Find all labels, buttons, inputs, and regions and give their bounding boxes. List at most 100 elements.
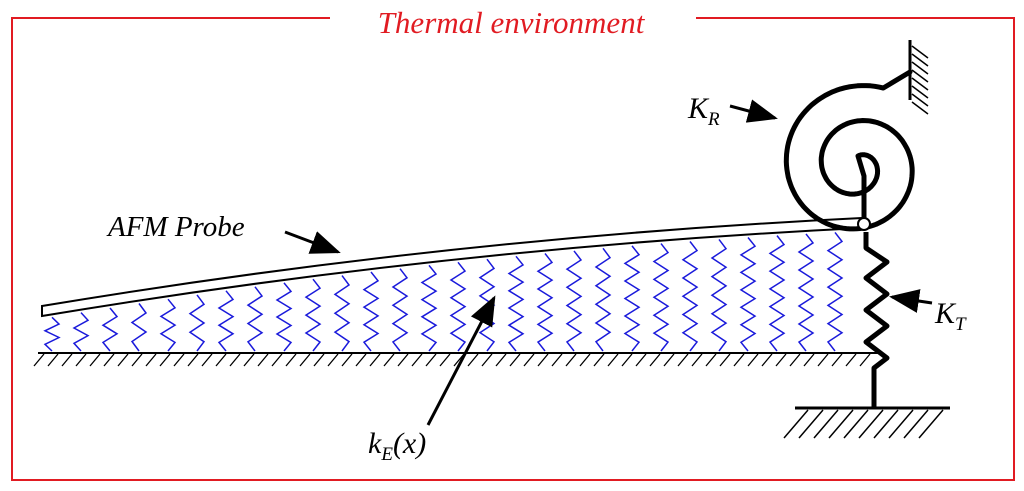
interaction-spring	[623, 245, 641, 352]
hatch-line	[257, 353, 269, 367]
interaction-spring	[739, 237, 757, 352]
interaction-spring	[217, 290, 235, 352]
hatch-line	[551, 353, 563, 367]
interaction-spring	[362, 271, 380, 352]
hatch-line	[369, 353, 381, 367]
hatch-line	[761, 353, 773, 367]
ke-callout: kE(x)	[368, 295, 496, 465]
hatch-line	[843, 409, 869, 439]
hatch-line	[775, 353, 787, 367]
hatch-line	[89, 353, 101, 367]
hatch-line	[888, 409, 914, 439]
hatch-line	[918, 409, 944, 439]
interaction-spring	[101, 307, 119, 352]
interaction-spring	[130, 303, 148, 352]
hatch-line	[663, 353, 675, 367]
hatch-line	[789, 353, 801, 367]
hatch-line	[783, 409, 809, 439]
hatch-line	[803, 353, 815, 367]
kt-label-base: K	[934, 297, 957, 330]
hatch-line	[145, 353, 157, 367]
hatch-line	[495, 353, 507, 367]
hatch-line	[285, 353, 297, 367]
probe-label: AFM Probe	[106, 211, 245, 243]
hatch-line	[537, 353, 549, 367]
kt-callout: KT	[889, 289, 967, 335]
hatch-line	[859, 353, 871, 367]
translational-spring	[783, 232, 950, 439]
ke-label-base: k	[368, 427, 382, 460]
interaction-spring	[246, 286, 264, 352]
translational-spring-coil	[863, 232, 890, 408]
hatch-line	[873, 409, 899, 439]
hatch-line	[509, 353, 521, 367]
interaction-spring	[826, 231, 844, 352]
hatch-line	[733, 353, 745, 367]
sample-surface	[33, 352, 878, 367]
interaction-spring	[536, 253, 554, 352]
hatch-line	[299, 353, 311, 367]
hatch-line	[61, 353, 73, 367]
interaction-spring	[188, 294, 206, 352]
hatch-line	[215, 353, 227, 367]
hatch-line	[911, 77, 929, 91]
hatch-line	[798, 409, 824, 439]
hatch-line	[33, 353, 45, 367]
kt-arrow	[889, 289, 933, 313]
kr-arrow	[729, 99, 778, 123]
probe-arrow	[284, 230, 341, 254]
interaction-spring	[275, 282, 293, 352]
hatch-line	[635, 353, 647, 367]
hatch-line	[719, 353, 731, 367]
hatch-line	[271, 353, 283, 367]
rotational-spring-wall-hatching	[911, 45, 929, 115]
hatch-line	[117, 353, 129, 367]
ground-plate-hatching	[783, 409, 944, 439]
hatch-line	[621, 353, 633, 367]
interaction-spring	[797, 233, 815, 352]
thermal-environment-frame: Thermal environment	[11, 5, 1015, 481]
hatch-line	[481, 353, 493, 367]
hatch-line	[691, 353, 703, 367]
surface-hatching	[33, 353, 871, 367]
kt-label-subscript: T	[955, 314, 967, 335]
hatch-line	[439, 353, 451, 367]
ke-label-subscript: E	[380, 444, 393, 465]
hatch-line	[747, 353, 759, 367]
hatch-line	[911, 61, 929, 75]
rotational-spring	[783, 40, 929, 232]
hatch-line	[229, 353, 241, 367]
hatch-line	[817, 353, 829, 367]
hatch-line	[201, 353, 213, 367]
hatch-line	[911, 85, 929, 99]
interaction-spring	[565, 250, 583, 352]
probe-callout: AFM Probe	[106, 211, 341, 254]
hatch-line	[845, 353, 857, 367]
hatch-line	[425, 353, 437, 367]
interaction-spring	[72, 312, 90, 352]
ke-label-argument: (x)	[393, 427, 426, 460]
hatch-line	[103, 353, 115, 367]
hatch-line	[831, 353, 843, 367]
rotational-spring-spiral	[783, 69, 915, 232]
interaction-spring	[652, 243, 670, 352]
kr-label: KR	[687, 92, 720, 130]
interaction-springs	[43, 231, 844, 352]
interaction-spring	[304, 278, 322, 352]
interaction-spring	[768, 235, 786, 352]
hatch-line	[911, 93, 929, 107]
hatch-line	[579, 353, 591, 367]
hatch-line	[467, 353, 479, 367]
frame-border	[11, 17, 1015, 481]
hatch-line	[47, 353, 59, 367]
interaction-spring	[420, 264, 438, 352]
hatch-line	[911, 45, 929, 59]
interaction-spring	[507, 255, 525, 352]
interaction-spring	[449, 261, 467, 352]
hatch-line	[383, 353, 395, 367]
hatch-line	[705, 353, 717, 367]
hatch-line	[173, 353, 185, 367]
interaction-spring	[710, 238, 728, 352]
hatch-line	[243, 353, 255, 367]
